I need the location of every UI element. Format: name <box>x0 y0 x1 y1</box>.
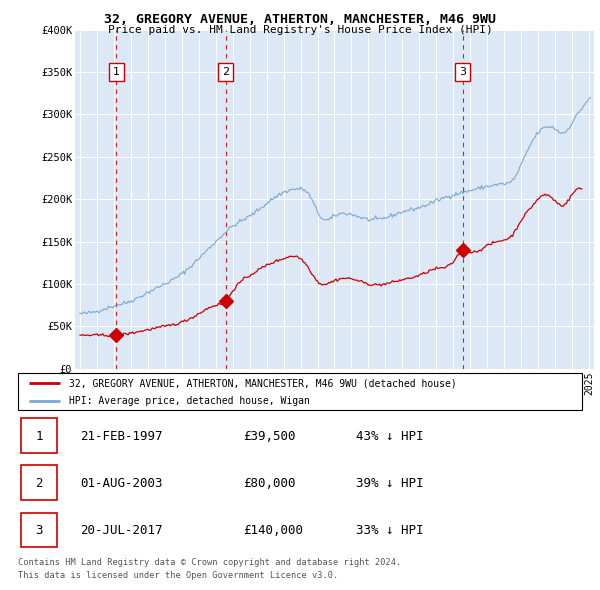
Text: £80,000: £80,000 <box>244 477 296 490</box>
Text: 1: 1 <box>113 67 120 77</box>
Text: £39,500: £39,500 <box>244 430 296 442</box>
Text: 1: 1 <box>35 430 43 442</box>
Text: 21-FEB-1997: 21-FEB-1997 <box>80 430 163 442</box>
Text: £140,000: £140,000 <box>244 524 304 537</box>
Text: 2: 2 <box>35 477 43 490</box>
Text: 2: 2 <box>222 67 229 77</box>
Text: 32, GREGORY AVENUE, ATHERTON, MANCHESTER, M46 9WU (detached house): 32, GREGORY AVENUE, ATHERTON, MANCHESTER… <box>69 378 457 388</box>
Text: 32, GREGORY AVENUE, ATHERTON, MANCHESTER, M46 9WU: 32, GREGORY AVENUE, ATHERTON, MANCHESTER… <box>104 13 496 26</box>
Text: Price paid vs. HM Land Registry's House Price Index (HPI): Price paid vs. HM Land Registry's House … <box>107 25 493 35</box>
Bar <box>21 418 58 453</box>
Text: This data is licensed under the Open Government Licence v3.0.: This data is licensed under the Open Gov… <box>18 571 338 579</box>
Text: HPI: Average price, detached house, Wigan: HPI: Average price, detached house, Wiga… <box>69 396 310 406</box>
Text: 33% ↓ HPI: 33% ↓ HPI <box>356 524 424 537</box>
Text: 43% ↓ HPI: 43% ↓ HPI <box>356 430 424 442</box>
Bar <box>21 513 58 548</box>
Text: 01-AUG-2003: 01-AUG-2003 <box>80 477 163 490</box>
Text: 39% ↓ HPI: 39% ↓ HPI <box>356 477 424 490</box>
Bar <box>21 466 58 500</box>
Text: 3: 3 <box>35 524 43 537</box>
Text: 20-JUL-2017: 20-JUL-2017 <box>80 524 163 537</box>
Text: 3: 3 <box>459 67 466 77</box>
Text: Contains HM Land Registry data © Crown copyright and database right 2024.: Contains HM Land Registry data © Crown c… <box>18 558 401 566</box>
